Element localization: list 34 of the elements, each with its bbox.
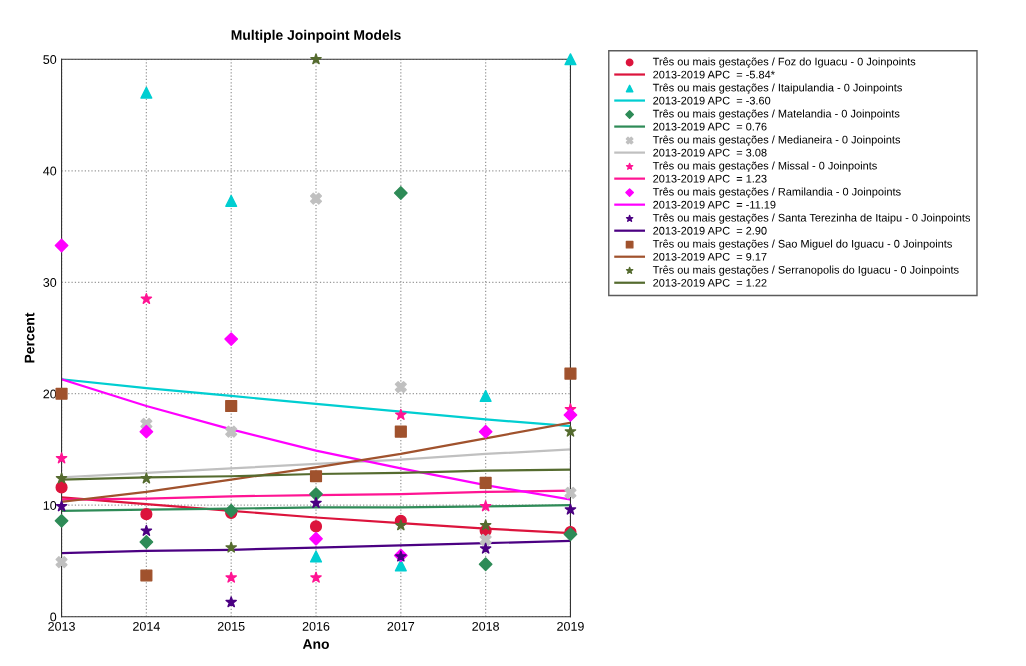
legend-label: Três ou mais gestações / Ramilandia - 0 Joinpoints <box>652 187 901 198</box>
legend-label: 2013-2019 APC = -5.84* <box>653 70 775 79</box>
legend-label: 2013-2019 APC = -3.60 <box>653 96 771 105</box>
legend-label: 2013-2019 APC = 1.23 <box>653 174 767 183</box>
legend-label: Três ou mais gestações / Matelandia - 0 Joinpoints <box>652 109 900 120</box>
x-tick-label: 2015 <box>217 621 245 631</box>
legend-label: Três ou mais gestações / Medianeira - 0 Joinpoints <box>652 135 901 146</box>
y-tick-label: 30 <box>43 278 57 287</box>
x-tick-label: 2018 <box>472 621 499 631</box>
x-tick-label: 2019 <box>557 621 584 631</box>
legend-label: Três ou mais gestações / Itaipulandia - 0 Joinpoints <box>652 83 902 94</box>
y-tick-label: 10 <box>43 501 57 510</box>
legend-label: Três ou mais gestações / Foz do Iguacu - 0 Joinpoints <box>652 57 916 68</box>
x-axis-title: Ano <box>302 639 329 649</box>
x-tick-label: 2013 <box>48 621 75 631</box>
legend-label: 2013-2019 APC = -11.19 <box>653 200 776 209</box>
legend-label: 2013-2019 APC = 3.08 <box>653 148 767 157</box>
chart-title: Multiple Joinpoint Models <box>231 29 401 43</box>
legend-label: Três ou mais gestações / Sao Miguel do Iguacu - 0 Joinpoints <box>652 239 952 250</box>
y-tick-label: 0 <box>50 612 57 622</box>
x-tick-label: 2017 <box>387 621 415 631</box>
y-tick-label: 50 <box>43 55 57 64</box>
x-tick-label: 2014 <box>133 621 160 631</box>
legend-label: 2013-2019 APC = 9.17 <box>653 252 767 261</box>
legend-label: 2013-2019 APC = 2.90 <box>653 226 767 235</box>
legend-label: 2013-2019 APC = 0.76 <box>653 122 767 131</box>
legend-label: Três ou mais gestações / Missal - 0 Joinpoints <box>652 161 877 172</box>
y-tick-label: 20 <box>43 389 57 399</box>
x-tick-label: 2016 <box>302 621 330 631</box>
legend-label: 2013-2019 APC = 1.22 <box>653 278 767 287</box>
y-tick-label: 40 <box>43 166 57 176</box>
y-axis-title: Percent <box>24 312 35 363</box>
legend-label: Três ou mais gestações / Serranopolis do Iguacu - 0 Joinpoints <box>652 265 959 276</box>
legend-label: Três ou mais gestações / Santa Terezinha de Itaipu - 0 Joinpoints <box>652 213 971 224</box>
